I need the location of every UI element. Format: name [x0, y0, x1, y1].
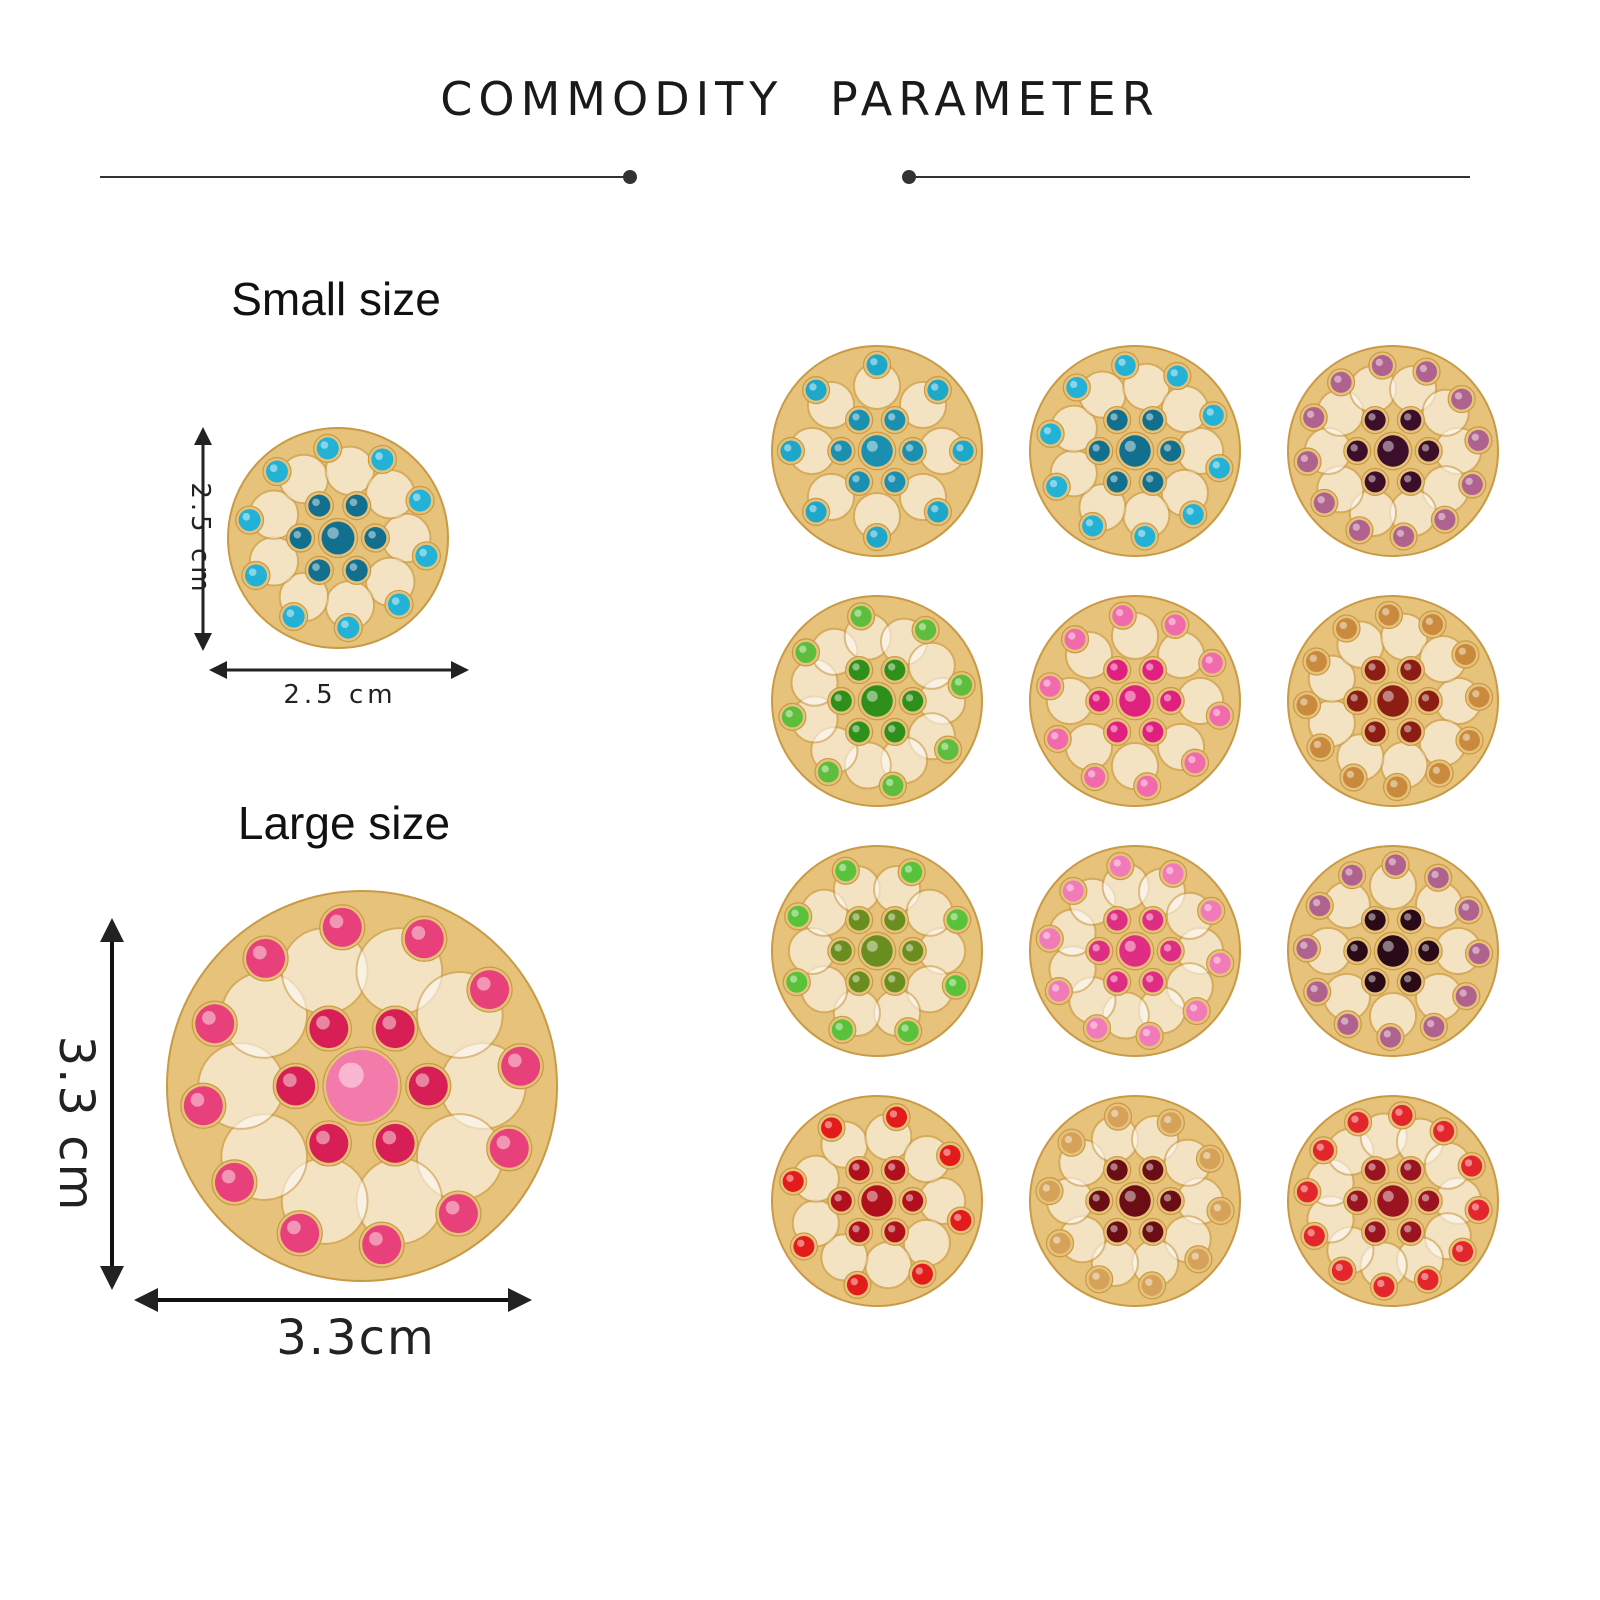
small-brooch-image [227, 427, 449, 649]
brooch-red-round [771, 1095, 983, 1307]
divider-left-dot [623, 170, 637, 184]
large-width-label: 3.3cm [276, 1310, 436, 1366]
brooch-violet-lace [1287, 345, 1499, 557]
large-height-label: 3.3 cm [48, 1035, 104, 1213]
small-size-label: Small size [231, 273, 441, 325]
brooch-topaz-branch [1029, 1095, 1241, 1307]
large-brooch-image [166, 890, 558, 1282]
large-brooch [166, 890, 558, 1282]
divider-right [910, 176, 1470, 178]
divider-right-dot [902, 170, 916, 184]
brooch-blue-flower [1029, 345, 1241, 557]
brooch-red-cluster [1287, 1095, 1499, 1307]
brooch-pink-petal [1029, 845, 1241, 1057]
divider-left [100, 176, 630, 178]
page-title: COMMODITY PARAMETER [440, 72, 1160, 126]
small-width-label: 2.5 cm [283, 680, 397, 710]
brooch-amber-snowflake [1287, 595, 1499, 807]
brooch-green-star [771, 845, 983, 1057]
small-height-label: 2.5 cm [185, 482, 215, 596]
brooch-plum-swirl [1287, 845, 1499, 1057]
brooch-blue-round [771, 345, 983, 557]
brooch-pink-flower [1029, 595, 1241, 807]
brooch-green-diamond [771, 595, 983, 807]
brooch-grid [762, 336, 1542, 1336]
small-brooch [227, 427, 449, 649]
large-size-label: Large size [237, 797, 451, 849]
